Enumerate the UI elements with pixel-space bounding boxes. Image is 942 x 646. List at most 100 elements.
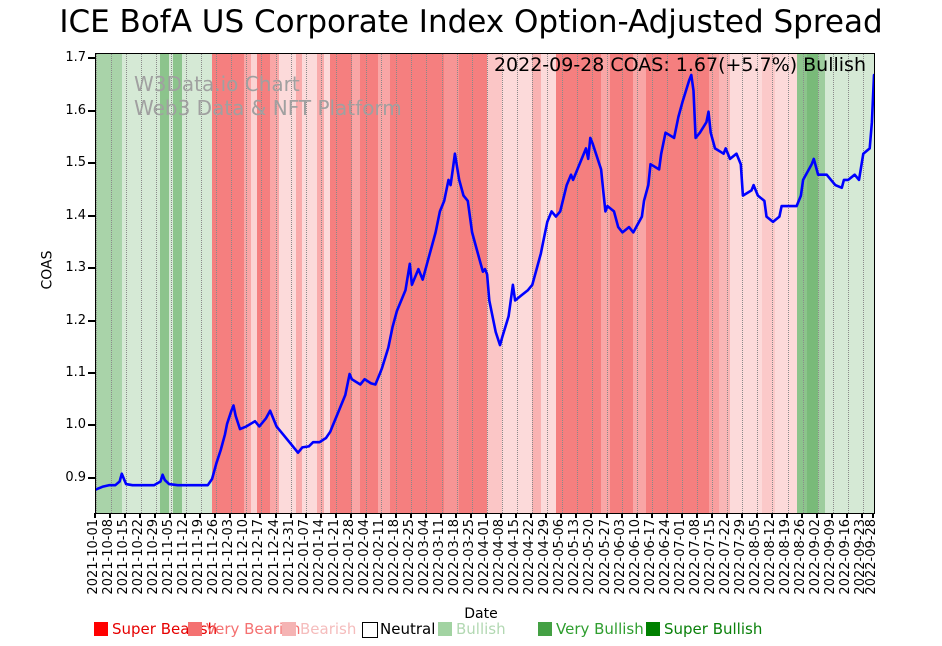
- x-tick-mark: [259, 513, 262, 518]
- x-tick-mark: [620, 513, 623, 518]
- x-tick-mark: [650, 513, 653, 518]
- gridline: [200, 54, 202, 513]
- gridline: [712, 54, 714, 513]
- x-tick-mark: [575, 513, 578, 518]
- x-tick-mark: [319, 513, 322, 518]
- x-tick-label: 2022-07-29: [732, 519, 748, 595]
- sentiment-band: [250, 54, 258, 513]
- x-tick-label: 2022-06-17: [642, 519, 658, 595]
- gridline: [230, 54, 232, 513]
- gridline: [817, 54, 819, 513]
- x-tick-mark: [214, 513, 217, 518]
- x-tick-label: 2022-06-24: [657, 519, 673, 595]
- x-tick-label: 2022-09-28: [864, 519, 879, 595]
- x-tick-label: 2021-11-19: [191, 519, 207, 595]
- x-tick-label: 2022-04-29: [537, 519, 553, 595]
- gridline: [140, 54, 142, 513]
- x-tick-mark: [139, 513, 142, 518]
- x-tick-mark: [274, 513, 277, 518]
- gridline: [441, 54, 443, 513]
- gridline: [772, 54, 774, 513]
- sentiment-band: [351, 54, 361, 513]
- x-tick-mark: [590, 513, 593, 518]
- y-tick-mark: [88, 319, 95, 322]
- sentiment-band: [532, 54, 541, 513]
- x-tick-mark: [455, 513, 458, 518]
- x-tick-mark: [470, 513, 473, 518]
- sentiment-band: [633, 54, 647, 513]
- x-tick-label: 2022-01-07: [296, 519, 312, 595]
- x-tick-label: 2021-12-24: [266, 519, 282, 595]
- sentiment-band: [540, 54, 556, 513]
- x-tick-label: 2022-02-25: [401, 519, 417, 595]
- gridline: [471, 54, 473, 513]
- gridline: [727, 54, 729, 513]
- gridline: [847, 54, 849, 513]
- x-tick-mark: [665, 513, 668, 518]
- y-tick-label: 0.9: [65, 469, 86, 485]
- gridline: [336, 54, 338, 513]
- gridline: [155, 54, 157, 513]
- x-tick-mark: [364, 513, 367, 518]
- x-tick-label: 2021-10-22: [131, 519, 147, 595]
- y-tick-label: 1.4: [65, 207, 86, 223]
- x-tick-label: 2021-12-31: [281, 519, 297, 595]
- x-tick-mark: [786, 513, 789, 518]
- x-tick-label: 2022-09-16: [838, 519, 854, 595]
- x-tick-label: 2022-06-03: [612, 519, 628, 595]
- watermark-line1: W3Data.io Chart: [134, 72, 300, 96]
- sentiment-band: [601, 54, 610, 513]
- gridline: [215, 54, 217, 513]
- sentiment-band: [96, 54, 122, 513]
- gridline: [607, 54, 608, 513]
- x-tick-label: 2022-01-21: [326, 519, 342, 595]
- x-tick-label: 2021-10-08: [101, 519, 117, 595]
- x-tick-label: 2022-05-13: [567, 519, 583, 595]
- x-tick-mark: [184, 513, 187, 518]
- gridline: [516, 54, 518, 513]
- gridline: [873, 54, 874, 513]
- x-tick-mark: [605, 513, 608, 518]
- x-tick-mark: [485, 513, 488, 518]
- x-tick-label: 2022-04-15: [507, 519, 523, 595]
- sentiment-band: [762, 54, 776, 513]
- gridline: [637, 54, 639, 513]
- sentiment-band: [330, 54, 352, 513]
- x-tick-mark: [500, 513, 503, 518]
- x-tick-label: 2022-02-04: [356, 519, 372, 595]
- y-tick-label: 1.6: [65, 102, 86, 118]
- gridline: [787, 54, 789, 513]
- legend-swatch-bearish: [282, 622, 296, 636]
- legend-label-super-bullish: Super Bullish: [664, 620, 763, 638]
- legend-swatch-very-bullish: [538, 622, 552, 636]
- gridline: [561, 54, 563, 513]
- gridline: [110, 54, 112, 513]
- y-tick-mark: [88, 214, 95, 217]
- x-tick-label: 2022-03-04: [416, 519, 432, 595]
- x-tick-label: 2022-04-08: [492, 519, 508, 595]
- legend-swatch-super-bearish: [94, 622, 108, 636]
- sentiment-band: [302, 54, 318, 513]
- gridline: [862, 54, 864, 513]
- gridline: [291, 54, 293, 513]
- x-tick-label: 2022-08-26: [793, 519, 809, 595]
- x-tick-mark: [545, 513, 548, 518]
- latest-value-annotation: 2022-09-28 COAS: 1.67(+5.7%) Bullish: [493, 54, 866, 76]
- x-tick-mark: [124, 513, 127, 518]
- x-tick-label: 2022-09-09: [823, 519, 839, 595]
- gridline: [742, 54, 744, 513]
- sentiment-band: [295, 54, 303, 513]
- gridline: [697, 54, 699, 513]
- gridline: [185, 54, 187, 513]
- sentiment-band: [160, 54, 170, 513]
- y-tick-label: 1.2: [65, 312, 86, 328]
- sentiment-band: [818, 54, 825, 513]
- sentiment-band: [775, 54, 797, 513]
- sentiment-band: [244, 54, 251, 513]
- x-tick-label: 2021-12-10: [236, 519, 252, 595]
- gridline: [306, 54, 308, 513]
- sentiment-band: [360, 54, 378, 513]
- sentiment-band: [323, 54, 331, 513]
- gridline: [576, 54, 578, 513]
- y-tick-mark: [88, 424, 95, 427]
